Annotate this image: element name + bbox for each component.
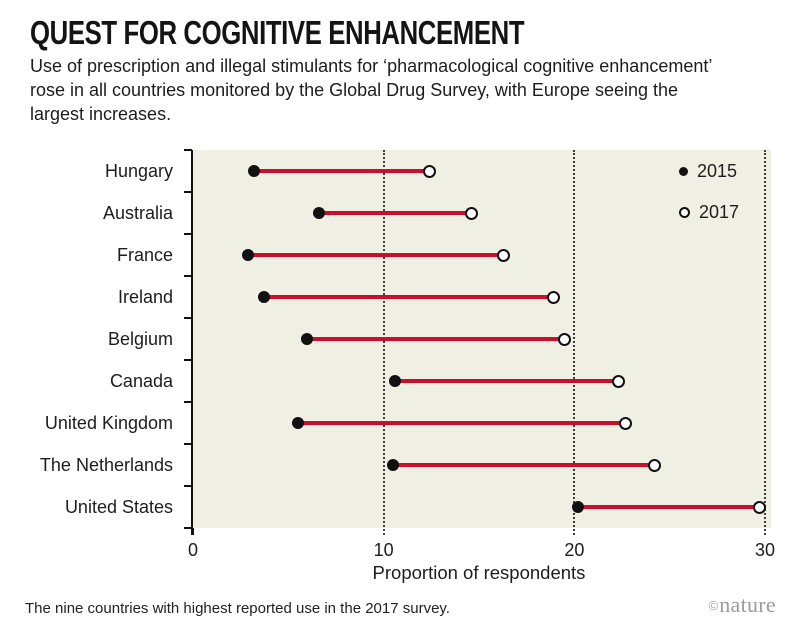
dot-2015-the-netherlands (387, 459, 400, 471)
dot-2017-australia (464, 206, 478, 220)
y-label-united-kingdom: United Kingdom (44, 412, 173, 433)
dot-2017-the-netherlands (647, 458, 661, 472)
y-tick-mark (184, 316, 192, 320)
dot-2015-ireland (257, 291, 270, 303)
dot-2015-canada (389, 375, 402, 387)
dot-2017-united-states (752, 500, 766, 514)
legend-item-2017: 2017 (679, 192, 739, 233)
gridline-10 (382, 150, 385, 535)
x-axis-title: Proportion of respondents (372, 562, 586, 583)
legend: 2015 2017 (679, 151, 739, 233)
connector-hungary (254, 169, 430, 173)
footnote: The nine countries with highest reported… (25, 600, 450, 617)
copyright-icon: © (708, 597, 719, 613)
dot-2017-united-kingdom (619, 416, 633, 430)
y-tick-mark (184, 148, 192, 152)
dot-2017-hungary (422, 164, 436, 178)
gridline-30 (764, 150, 766, 535)
dot-2017-france (497, 248, 511, 262)
y-label-hungary: Hungary (104, 160, 173, 181)
y-tick-mark (184, 274, 192, 278)
y-label-the-netherlands: The Netherlands (39, 454, 173, 475)
legend-label-2017: 2017 (699, 202, 740, 222)
dot-2015-hungary (248, 165, 260, 177)
x-tick-label-20: 20 (564, 540, 585, 560)
dot-2015-australia (312, 207, 325, 219)
gridline-20 (573, 150, 576, 535)
y-tick-mark (184, 400, 192, 404)
y-tick-mark (184, 442, 192, 446)
y-label-australia: Australia (102, 202, 173, 223)
open-circle-icon (679, 207, 690, 218)
x-tick-label-10: 10 (373, 540, 394, 560)
y-tick-mark (184, 526, 192, 530)
chart-subtitle: Use of prescription and illegal stimulan… (30, 56, 712, 124)
y-axis-line (191, 150, 194, 535)
dot-2017-canada (611, 374, 625, 388)
dot-2015-belgium (301, 333, 314, 345)
connector-france (248, 253, 504, 257)
y-label-canada: Canada (109, 370, 173, 391)
connector-australia (318, 211, 472, 215)
connector-united-kingdom (297, 421, 626, 425)
legend-item-2015: 2015 (679, 151, 739, 192)
y-axis-labels: Hungary Australia France Ireland Belgium Cana… (0, 150, 183, 528)
dot-2015-united-kingdom (291, 417, 304, 429)
x-tick-label-30: 30 (754, 540, 776, 560)
y-label-belgium: Belgium (107, 328, 173, 349)
dot-2017-belgium (558, 332, 572, 346)
y-tick-mark (184, 190, 192, 194)
connector-ireland (263, 295, 554, 299)
dot-2017-ireland (546, 290, 560, 304)
x-tick-label-0: 0 (187, 540, 198, 560)
connector-belgium (307, 337, 565, 341)
x-axis-ticks: 0 10 20 30 (188, 540, 775, 562)
brand-name: nature (719, 592, 776, 617)
plot-area: 2015 2017 (193, 150, 771, 535)
dot-2015-france (242, 249, 255, 261)
page-title: QUEST FOR COGNITIVE ENHANCEMENT (30, 14, 525, 51)
legend-label-2015: 2015 (697, 161, 738, 181)
nature-logo: © nature (709, 592, 776, 618)
connector-canada (395, 379, 619, 383)
y-tick-mark (184, 484, 192, 488)
y-label-united-states: United States (64, 496, 173, 517)
connector-the-netherlands (393, 463, 655, 467)
dot-2015-united-states (572, 501, 585, 513)
filled-dot-icon (679, 167, 688, 176)
y-label-ireland: Ireland (117, 286, 173, 307)
y-tick-mark (184, 358, 192, 362)
connector-united-states (578, 505, 760, 509)
y-tick-mark (184, 232, 192, 236)
y-label-france: France (116, 244, 173, 265)
